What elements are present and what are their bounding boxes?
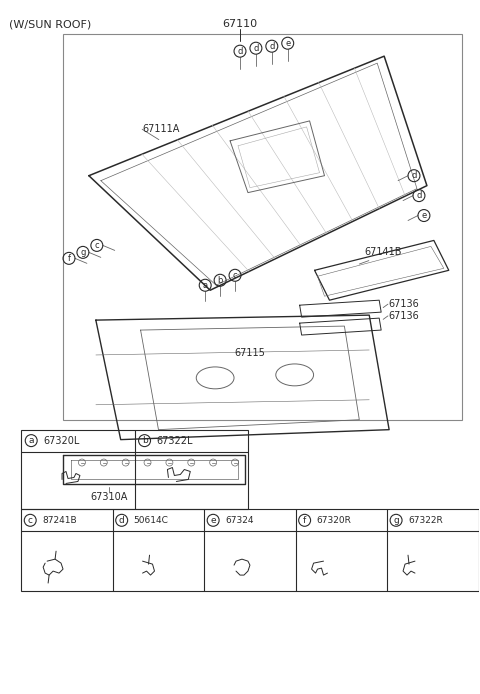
Text: a: a: [203, 281, 208, 290]
Text: 67324: 67324: [225, 516, 253, 525]
Text: 67115: 67115: [234, 348, 265, 358]
Text: (W/SUN ROOF): (W/SUN ROOF): [9, 19, 92, 29]
Text: e: e: [210, 516, 216, 525]
Text: 67320R: 67320R: [316, 516, 351, 525]
Text: 50614C: 50614C: [133, 516, 168, 525]
Text: d: d: [253, 44, 259, 53]
Text: g: g: [80, 248, 85, 257]
Text: e: e: [285, 39, 290, 48]
Text: b: b: [142, 436, 147, 445]
Text: c: c: [28, 516, 33, 525]
Text: 67320L: 67320L: [43, 436, 80, 446]
Text: 67322R: 67322R: [408, 516, 443, 525]
Text: 67110: 67110: [222, 19, 258, 29]
Text: 67111A: 67111A: [142, 124, 180, 134]
Text: c: c: [233, 271, 237, 280]
Bar: [21, 509, 479, 591]
Text: 67136: 67136: [388, 311, 419, 321]
Text: a: a: [28, 436, 34, 445]
Text: f: f: [303, 516, 306, 525]
Bar: [63, 34, 462, 420]
Text: 67322L: 67322L: [156, 436, 193, 446]
Text: c: c: [95, 241, 99, 250]
Text: d: d: [269, 42, 275, 51]
Text: b: b: [217, 276, 223, 285]
Text: 67141B: 67141B: [364, 247, 402, 257]
Text: e: e: [421, 211, 427, 220]
Text: g: g: [393, 516, 399, 525]
Text: f: f: [68, 254, 71, 263]
Text: d: d: [237, 46, 243, 56]
Text: 67136: 67136: [388, 299, 419, 309]
Bar: [21, 430, 248, 509]
Text: d: d: [411, 171, 417, 180]
Text: 87241B: 87241B: [42, 516, 77, 525]
Text: 67310A: 67310A: [90, 492, 128, 502]
Text: d: d: [416, 191, 421, 200]
Text: d: d: [119, 516, 125, 525]
